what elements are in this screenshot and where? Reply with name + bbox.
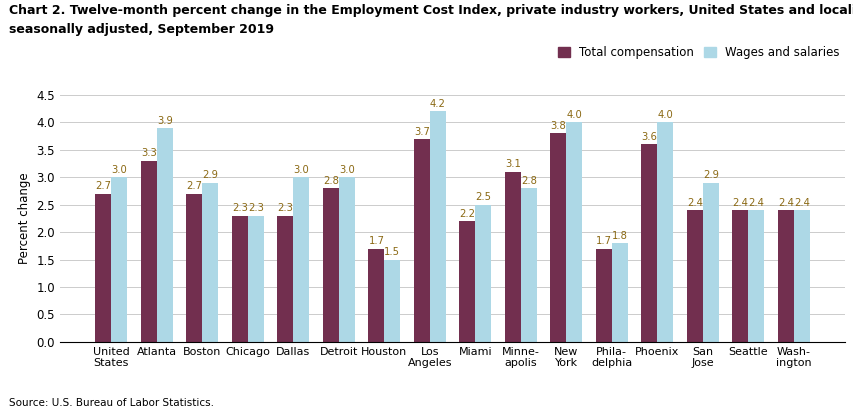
Text: 2.4: 2.4	[793, 198, 809, 208]
Text: 1.7: 1.7	[595, 236, 611, 246]
Text: 2.9: 2.9	[702, 171, 718, 180]
Text: 2.8: 2.8	[520, 176, 537, 186]
Text: 3.0: 3.0	[339, 165, 354, 175]
Text: Chart 2. Twelve-month percent change in the Employment Cost Index, private indus: Chart 2. Twelve-month percent change in …	[9, 4, 853, 17]
Text: 2.8: 2.8	[322, 176, 339, 186]
Text: 1.8: 1.8	[611, 231, 627, 241]
Bar	[611, 243, 627, 342]
Bar	[384, 260, 400, 342]
Text: Source: U.S. Bureau of Labor Statistics.: Source: U.S. Bureau of Labor Statistics.	[9, 398, 213, 408]
Bar	[111, 177, 127, 342]
Bar	[550, 133, 566, 342]
Text: 2.9: 2.9	[202, 171, 218, 180]
Bar	[793, 210, 809, 342]
Text: 2.3: 2.3	[247, 204, 264, 213]
Bar	[322, 188, 339, 342]
Bar	[293, 177, 309, 342]
Text: 3.8: 3.8	[550, 121, 566, 131]
Bar	[96, 194, 111, 342]
Text: 2.7: 2.7	[186, 181, 202, 192]
Text: 3.1: 3.1	[504, 159, 520, 169]
Bar	[520, 188, 537, 342]
Text: 3.0: 3.0	[112, 165, 127, 175]
Bar	[595, 248, 611, 342]
Text: 3.0: 3.0	[293, 165, 309, 175]
Text: 3.9: 3.9	[157, 115, 172, 126]
Bar	[747, 210, 763, 342]
Legend: Total compensation, Wages and salaries: Total compensation, Wages and salaries	[558, 46, 838, 59]
Text: 3.3: 3.3	[141, 148, 157, 159]
Bar	[686, 210, 702, 342]
Bar	[702, 183, 718, 342]
Text: 3.7: 3.7	[414, 126, 429, 136]
Text: 4.0: 4.0	[566, 110, 582, 120]
Bar	[368, 248, 384, 342]
Bar	[157, 128, 172, 342]
Text: 4.2: 4.2	[429, 99, 445, 109]
Bar	[141, 161, 157, 342]
Text: 2.4: 2.4	[686, 198, 702, 208]
Bar	[641, 144, 657, 342]
Text: 2.4: 2.4	[747, 198, 763, 208]
Text: 2.2: 2.2	[459, 209, 475, 219]
Bar	[504, 172, 520, 342]
Y-axis label: Percent change: Percent change	[18, 173, 31, 264]
Bar	[202, 183, 218, 342]
Bar	[414, 139, 429, 342]
Bar	[657, 122, 672, 342]
Text: seasonally adjusted, September 2019: seasonally adjusted, September 2019	[9, 23, 273, 36]
Text: 2.3: 2.3	[232, 204, 247, 213]
Text: 3.6: 3.6	[641, 132, 657, 142]
Bar	[566, 122, 582, 342]
Bar	[777, 210, 793, 342]
Text: 2.4: 2.4	[732, 198, 747, 208]
Bar	[232, 215, 247, 342]
Text: 1.5: 1.5	[384, 247, 400, 258]
Bar	[339, 177, 354, 342]
Bar	[186, 194, 202, 342]
Bar	[277, 215, 293, 342]
Text: 2.7: 2.7	[96, 181, 112, 192]
Text: 2.4: 2.4	[777, 198, 793, 208]
Text: 4.0: 4.0	[657, 110, 672, 120]
Text: 2.3: 2.3	[277, 204, 293, 213]
Bar	[429, 111, 445, 342]
Text: 1.7: 1.7	[368, 236, 384, 246]
Bar	[247, 215, 264, 342]
Bar	[459, 221, 475, 342]
Bar	[475, 205, 490, 342]
Bar	[732, 210, 747, 342]
Text: 2.5: 2.5	[475, 192, 490, 202]
